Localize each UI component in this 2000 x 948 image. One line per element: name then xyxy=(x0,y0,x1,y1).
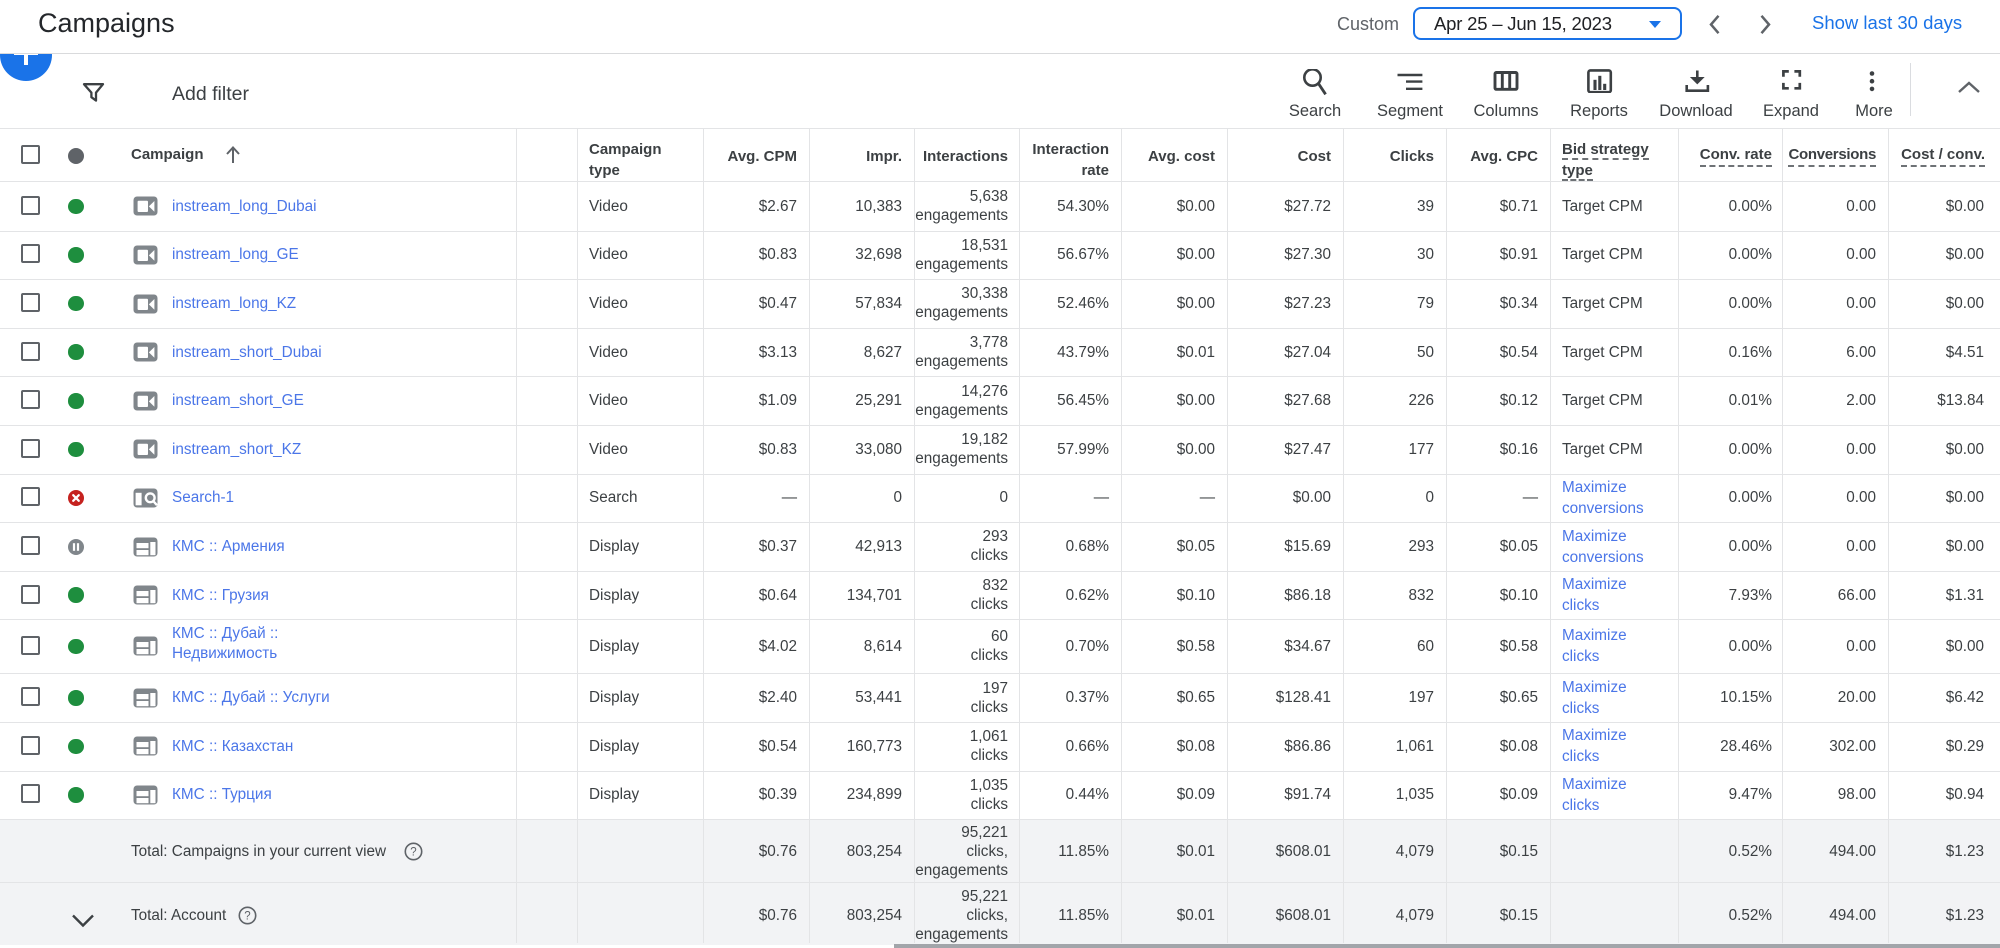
svg-text:?: ? xyxy=(410,846,416,858)
svg-text:?: ? xyxy=(244,911,250,923)
